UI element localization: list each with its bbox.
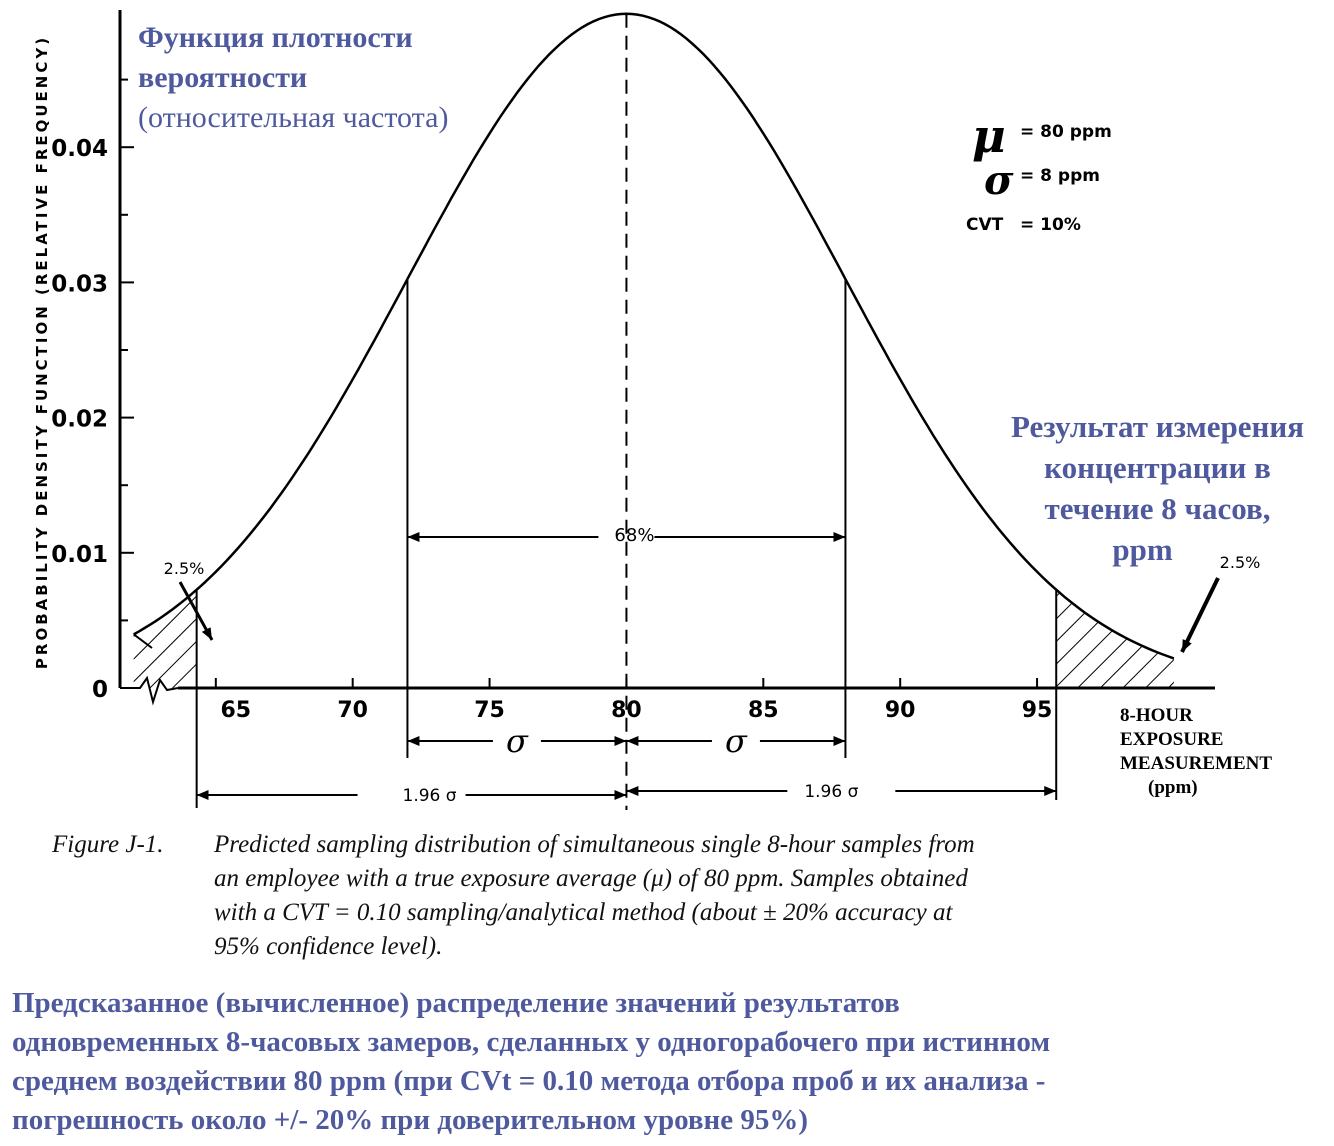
caption-line-3: with a CVT = 0.10 sampling/analytical me…: [214, 899, 953, 926]
ci-left-label: 1.96 σ: [403, 786, 457, 806]
y-tick-label: 0: [92, 677, 108, 703]
x-tick-label: 75: [474, 698, 505, 723]
figure-caption: Figure J-1. Predicted sampling distributi…: [52, 828, 1282, 964]
ru-caption-line-3: среднем воздействии 80 ppm (при CVt = 0.…: [12, 1065, 1046, 1097]
x-tick-label: 65: [221, 698, 252, 723]
ru-xlabel-line-3: течение 8 часов,: [1044, 491, 1271, 526]
right-tail-pointer: [1180, 577, 1220, 653]
ru-xlabel-line-2: концентрации в: [1044, 450, 1271, 485]
caption-lead: Figure J-1.: [52, 831, 164, 858]
y-tick-label: 0.04: [51, 136, 108, 162]
ru-ylabel-title-line-2: вероятности: [138, 61, 308, 94]
ru-ylabel-title-line-1: Функция плотности: [138, 21, 413, 54]
x-tick-label: 90: [885, 698, 916, 723]
y-tick-label: 0.02: [51, 407, 108, 433]
ru-xlabel-line-1: Результат измерения: [1011, 409, 1304, 444]
x-axis-label: 8-HOUR EXPOSURE MEASUREMENT (ppm): [1120, 705, 1272, 798]
curve-layer: [133, 12, 1175, 810]
tail-regions-layer: [133, 589, 1174, 808]
density-curve: [133, 12, 1175, 660]
y-tick-label: 0.03: [51, 271, 108, 297]
caption-line-1: Figure J-1. Predicted sampling distributi…: [52, 828, 1282, 862]
y-tick-label: 0.01: [51, 542, 108, 568]
caption-line-4: 95% confidence level).: [214, 933, 443, 960]
xlabel-line-4: (ppm): [1148, 777, 1198, 798]
annotation-layer: 68% σ σ 1.96 σ 1.96 σ 2.5% 2.5%: [164, 525, 1261, 806]
legend-mu-text: = 80 ppm: [1020, 122, 1112, 142]
left-tail-label: 2.5%: [164, 559, 205, 578]
ru-caption-line-4: погрешность около +/- 20% при доверитель…: [12, 1104, 809, 1136]
x-tick-label: 95: [1022, 698, 1053, 723]
ci-right-label: 1.96 σ: [804, 782, 858, 802]
ru-xlabel: Результат измерения концентрации в течен…: [985, 406, 1330, 570]
curve-extension: [133, 633, 153, 649]
ru-ylabel-title: Функция плотности вероятности (относител…: [138, 18, 448, 138]
left-tail-pointer: [178, 581, 214, 641]
legend-layer: μ = 80 ppm σ = 8 ppm CVT = 10%: [966, 109, 1112, 235]
y-axis-label: PROBABILITY DENSITY FUNCTION (RELATIVE F…: [33, 35, 51, 669]
legend-sigma-symbol: σ: [984, 157, 1014, 204]
ru-xlabel-line-4: ppm: [1112, 532, 1173, 567]
legend-cv-text: = 10%: [1020, 215, 1081, 235]
legend-sigma-text: = 8 ppm: [1020, 166, 1100, 186]
xlabel-line-1: 8-HOUR: [1120, 705, 1193, 726]
caption-line-2: an employee with a true exposure average…: [214, 865, 968, 892]
legend-mu-symbol: μ: [972, 109, 1006, 163]
axis-break: [120, 675, 179, 706]
ru-caption-line-2: одновременных 8-часовых замеров, сделанн…: [12, 1026, 1051, 1058]
legend-cv-symbol: CVT: [966, 215, 1004, 235]
caption-text-1: Predicted sampling distribution of simul…: [214, 831, 975, 858]
xlabel-line-2: EXPOSURE: [1120, 729, 1223, 750]
ru-caption: Предсказанное (вычисленное) распределени…: [12, 984, 1322, 1140]
ru-caption-line-1: Предсказанное (вычисленное) распределени…: [12, 987, 900, 1019]
sigma-left-label: σ: [506, 722, 529, 760]
tail-region-1: [133, 589, 197, 688]
xlabel-line-3: MEASUREMENT: [1120, 753, 1272, 774]
x-tick-label: 85: [748, 698, 779, 723]
right-tail-label: 2.5%: [1220, 553, 1261, 572]
ru-ylabel-subtitle: (относительная частота): [138, 101, 449, 134]
center-band-label: 68%: [614, 525, 654, 546]
x-tick-label: 70: [337, 698, 368, 723]
sigma-right-label: σ: [725, 722, 748, 760]
